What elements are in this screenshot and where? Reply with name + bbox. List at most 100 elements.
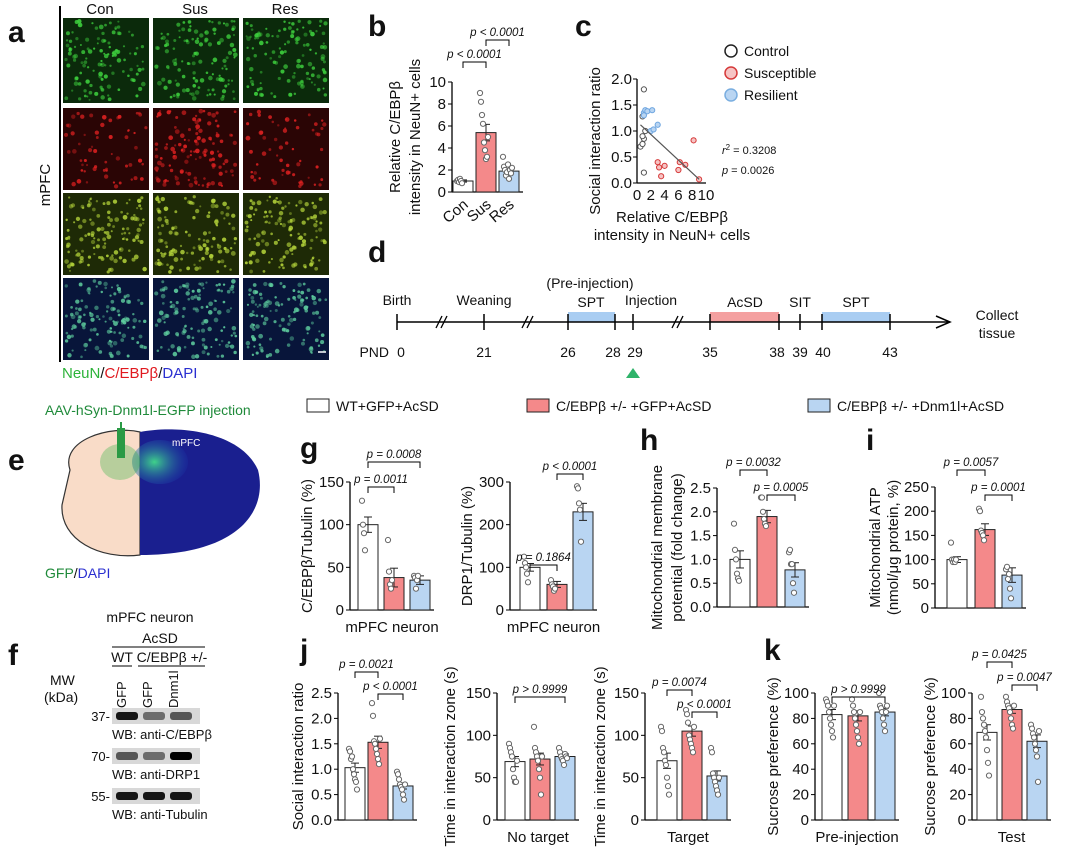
data-point bbox=[663, 774, 671, 781]
cell-nucleus bbox=[121, 70, 125, 73]
cell-nucleus bbox=[278, 29, 281, 33]
data-point bbox=[981, 728, 989, 735]
cell-nucleus bbox=[310, 73, 315, 78]
cell-nucleus bbox=[113, 331, 116, 334]
cell-nucleus bbox=[316, 74, 321, 79]
cell-nucleus bbox=[87, 49, 93, 54]
cell-nucleus bbox=[217, 21, 221, 25]
cell-nucleus bbox=[144, 126, 148, 130]
cell-nucleus bbox=[92, 327, 97, 332]
micrograph-background bbox=[153, 278, 239, 360]
data-point bbox=[708, 749, 716, 756]
cell-nucleus bbox=[218, 343, 221, 346]
cell-nucleus bbox=[310, 238, 314, 243]
cell-nucleus bbox=[195, 308, 200, 313]
cell-nucleus bbox=[259, 86, 263, 91]
y-tick-label: 100 bbox=[784, 685, 809, 702]
cell-nucleus bbox=[299, 302, 304, 307]
y-tick-label: 2 bbox=[438, 162, 446, 179]
cell-nucleus bbox=[193, 150, 196, 153]
data-point bbox=[483, 153, 491, 160]
data-point bbox=[384, 536, 392, 544]
legend-swatch-het-dnm1l bbox=[807, 398, 831, 413]
cell-nucleus bbox=[200, 328, 206, 333]
cell-nucleus bbox=[173, 126, 177, 129]
cell-nucleus bbox=[89, 83, 93, 88]
data-point bbox=[481, 147, 489, 154]
cell-nucleus bbox=[266, 199, 269, 202]
data-point bbox=[828, 728, 836, 735]
cell-nucleus bbox=[135, 111, 139, 115]
cell-nucleus bbox=[223, 264, 227, 268]
data-point bbox=[664, 783, 672, 790]
micrograph-neun-res bbox=[243, 18, 329, 103]
legend-swatch-wt bbox=[306, 398, 330, 413]
event-sit: SIT bbox=[789, 294, 811, 310]
cell-nucleus bbox=[194, 158, 197, 161]
cell-nucleus bbox=[261, 249, 266, 255]
cell-nucleus bbox=[136, 341, 140, 344]
cell-nucleus bbox=[156, 248, 161, 253]
cell-nucleus bbox=[183, 325, 187, 328]
cell-nucleus bbox=[114, 27, 117, 30]
cell-nucleus bbox=[133, 176, 138, 181]
data-point bbox=[1033, 753, 1041, 760]
bar-0 bbox=[357, 524, 379, 611]
cell-nucleus bbox=[215, 111, 219, 115]
cell-nucleus bbox=[73, 325, 78, 329]
cell-nucleus bbox=[142, 266, 147, 272]
cell-nucleus bbox=[181, 74, 186, 79]
cell-nucleus bbox=[136, 206, 139, 210]
cell-nucleus bbox=[245, 135, 251, 141]
cell-nucleus bbox=[157, 200, 161, 204]
cell-nucleus bbox=[296, 81, 302, 86]
timeline-day-label: 0 bbox=[397, 344, 405, 360]
cell-nucleus bbox=[64, 339, 69, 343]
cell-nucleus bbox=[201, 184, 205, 187]
data-point bbox=[576, 506, 584, 513]
mw-label: MW bbox=[50, 672, 76, 688]
data-point bbox=[1028, 725, 1036, 732]
cell-nucleus bbox=[69, 312, 74, 317]
data-point bbox=[853, 728, 861, 735]
cell-nucleus bbox=[268, 195, 272, 199]
y-tick-label: 0.0 bbox=[690, 599, 711, 616]
cell-nucleus bbox=[193, 294, 198, 299]
cell-nucleus bbox=[233, 110, 237, 114]
cell-nucleus bbox=[229, 133, 233, 137]
cell-nucleus bbox=[220, 289, 224, 293]
cell-nucleus bbox=[323, 21, 328, 26]
significance-bracket bbox=[986, 661, 1013, 668]
cell-nucleus bbox=[141, 60, 144, 63]
cell-nucleus bbox=[310, 321, 314, 325]
panel-label-i: i bbox=[866, 424, 874, 457]
cell-nucleus bbox=[166, 32, 170, 36]
cell-nucleus bbox=[155, 169, 159, 173]
cell-nucleus bbox=[249, 24, 253, 28]
cell-nucleus bbox=[162, 182, 167, 187]
data-point bbox=[478, 111, 486, 119]
blot-band bbox=[143, 712, 165, 720]
cell-nucleus bbox=[107, 97, 112, 102]
cell-nucleus bbox=[199, 205, 202, 208]
cell-nucleus bbox=[70, 327, 74, 331]
cell-nucleus bbox=[262, 136, 267, 140]
cell-nucleus bbox=[232, 140, 237, 145]
cell-nucleus bbox=[201, 256, 205, 261]
cell-nucleus bbox=[89, 197, 92, 201]
cell-nucleus bbox=[295, 204, 298, 207]
cell-nucleus bbox=[100, 63, 103, 66]
cell-nucleus bbox=[102, 168, 106, 172]
p-value-label: p < 0.0001 bbox=[446, 49, 502, 61]
cell-nucleus bbox=[80, 61, 84, 65]
cell-nucleus bbox=[106, 84, 112, 89]
cell-nucleus bbox=[81, 163, 84, 167]
cell-nucleus bbox=[77, 22, 83, 28]
cell-nucleus bbox=[273, 95, 277, 99]
y-tick-label: 40 bbox=[792, 761, 809, 778]
cell-nucleus bbox=[232, 48, 237, 53]
event-tissue: tissue bbox=[979, 325, 1016, 341]
legend-label-het-gfp: C/EBPβ +/- +GFP+AcSD bbox=[556, 398, 712, 414]
cell-nucleus bbox=[205, 281, 208, 284]
cell-nucleus bbox=[319, 19, 323, 23]
